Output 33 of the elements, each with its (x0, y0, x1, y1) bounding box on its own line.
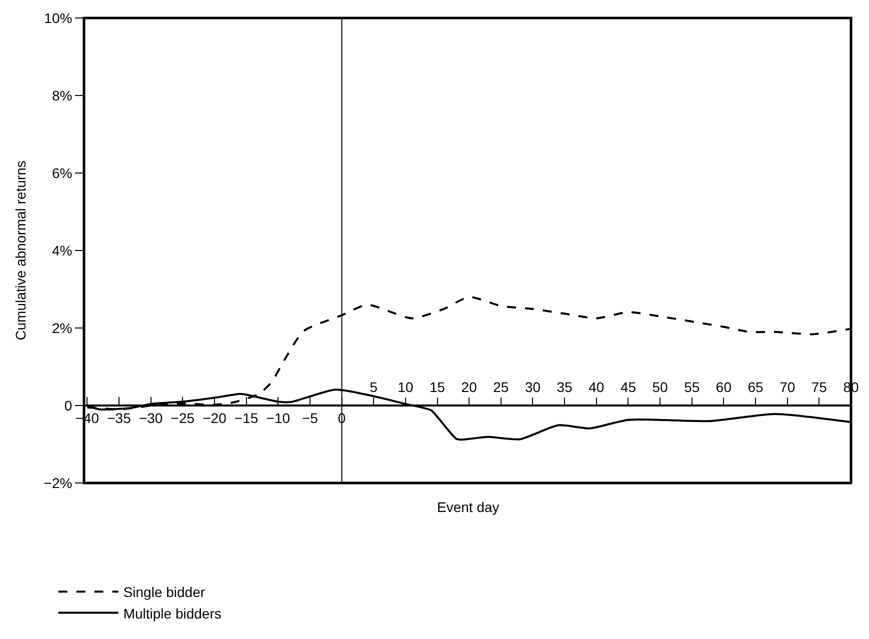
x2-tick-label: 55 (684, 378, 700, 395)
x2-tick-label: 50 (652, 378, 668, 395)
x-tick-label: −5 (302, 410, 318, 426)
y-tick-label: 8% (52, 87, 72, 104)
x2-tick-label: 25 (493, 378, 509, 395)
x-axis-title: Event day (437, 499, 500, 515)
legend-label: Single bidder (123, 584, 206, 600)
y-tick-label: −2% (44, 474, 72, 491)
y-axis-title: Cumulative abnormal returns (12, 160, 28, 340)
x-tick-label: −25 (170, 410, 195, 426)
x2-tick-label: 40 (588, 378, 604, 395)
x2-tick-label: 75 (811, 378, 828, 395)
legend-label: Multiple bidders (123, 605, 222, 622)
x-tick-label: −35 (107, 410, 132, 426)
y-tick-label: 0 (64, 397, 72, 414)
x2-tick-label: 65 (748, 378, 764, 395)
y-tick-label: 6% (52, 164, 72, 181)
x2-tick-label: 5 (370, 378, 378, 395)
x-tick-label: −30 (138, 410, 163, 426)
x-tick-label: −10 (266, 410, 290, 426)
y-tick-label: 4% (52, 242, 72, 258)
y-tick-label: 10% (44, 10, 72, 26)
x2-tick-label: 20 (461, 378, 478, 395)
x2-tick-label: 30 (524, 378, 541, 395)
x2-tick-label: 15 (429, 378, 446, 395)
x-tick-label: −15 (234, 410, 258, 426)
x2-tick-label: 60 (716, 378, 732, 395)
x2-tick-label: 10 (398, 378, 414, 395)
x2-tick-label: 70 (780, 378, 796, 395)
x-tick-label: −20 (202, 410, 227, 426)
y-tick-label: 2% (52, 320, 72, 336)
x2-tick-label: 35 (556, 378, 573, 395)
x2-tick-label: 45 (620, 378, 636, 395)
